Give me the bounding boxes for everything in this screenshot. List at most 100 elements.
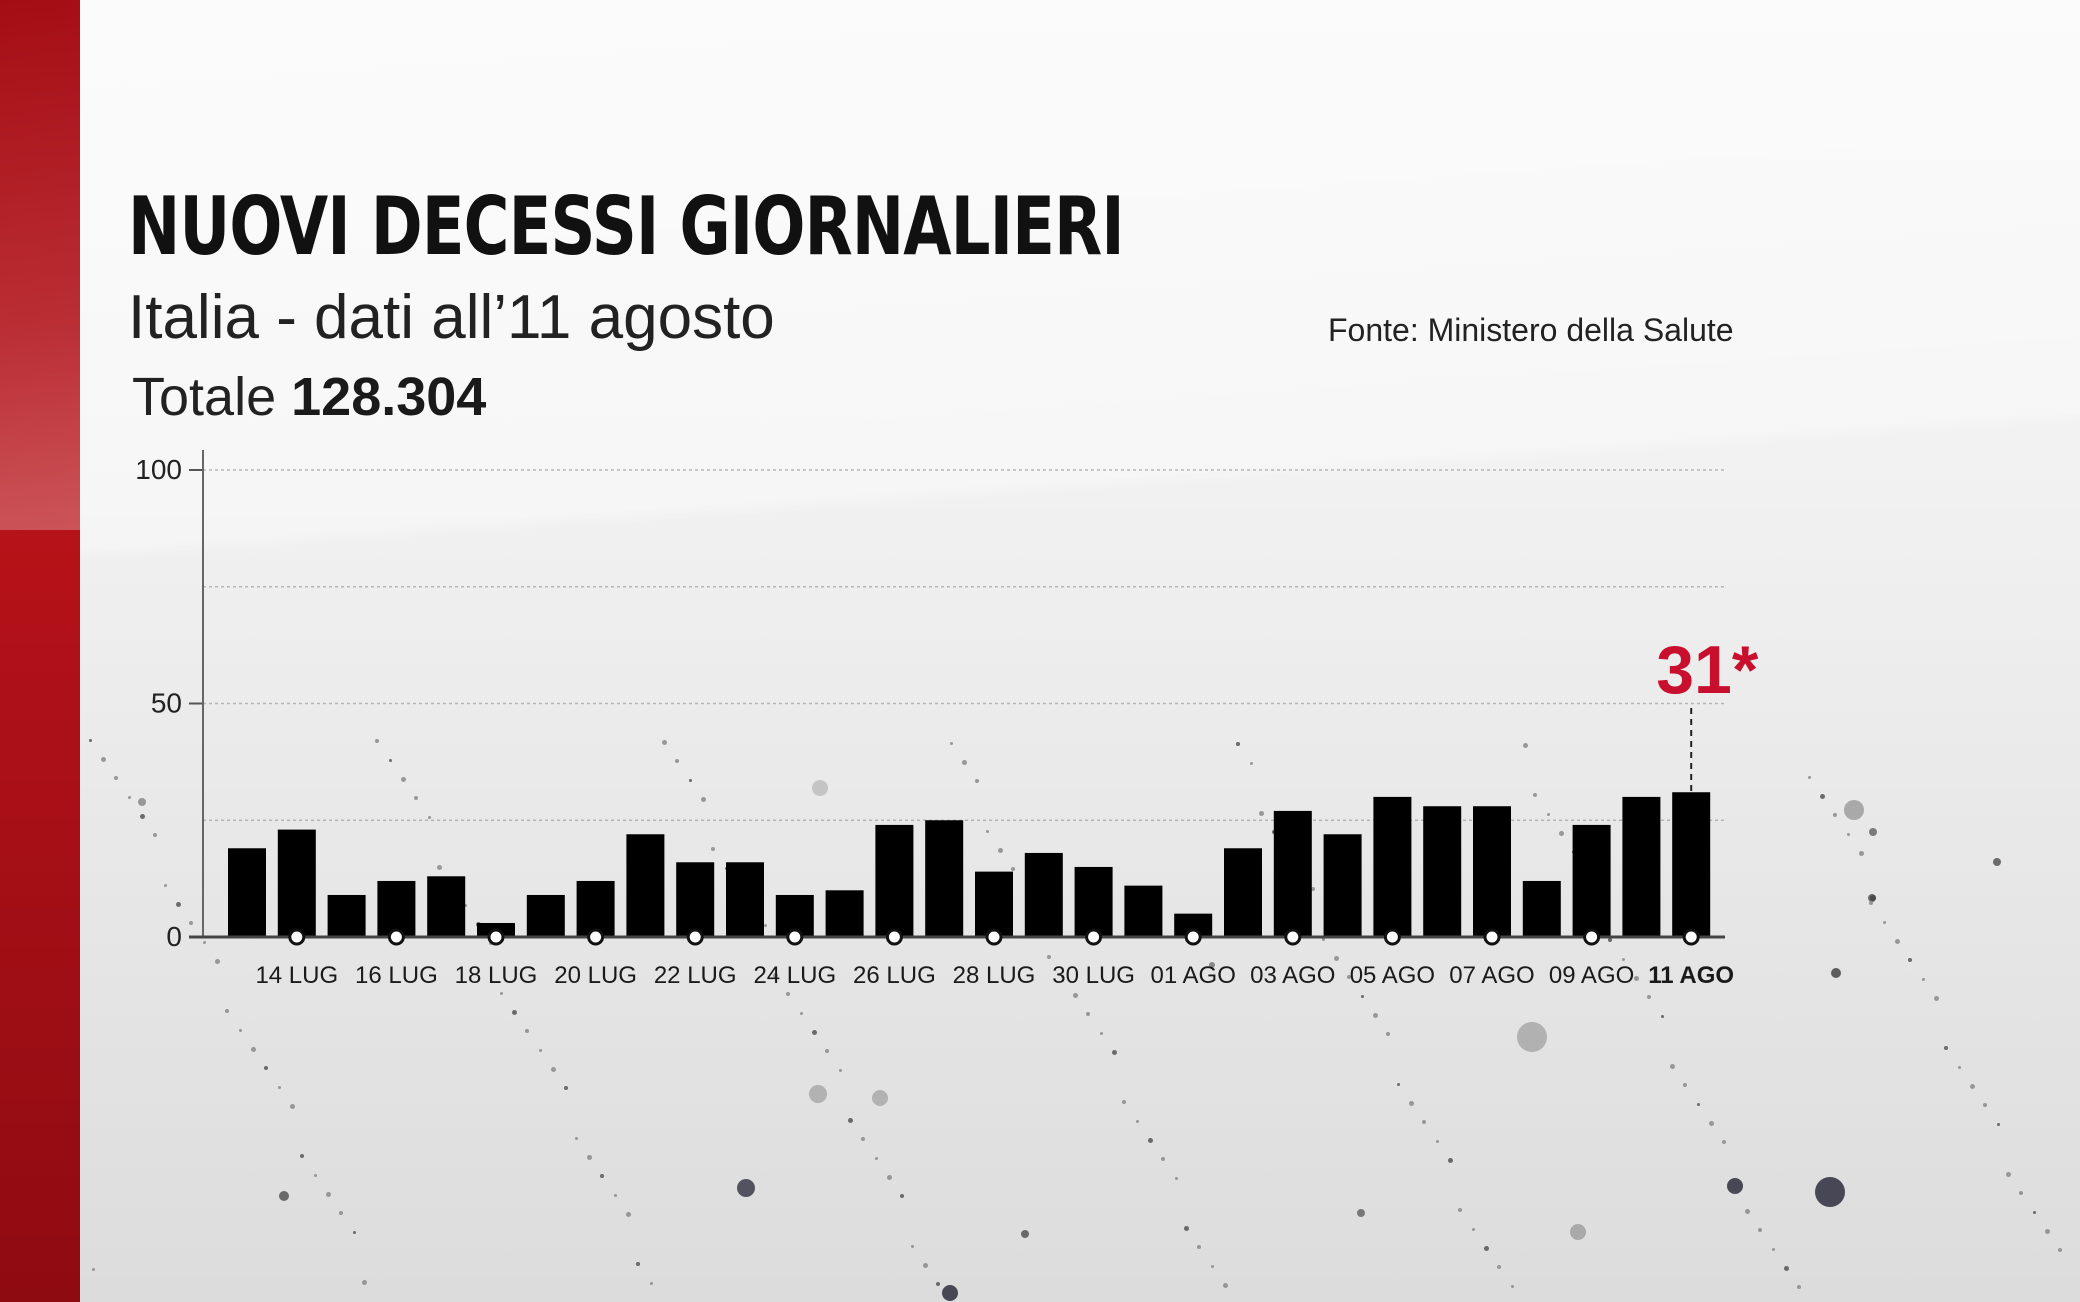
particle (325, 1191, 331, 1197)
bar (875, 824, 914, 937)
particle (1099, 1031, 1103, 1035)
bar (1074, 866, 1113, 937)
particle (1957, 1065, 1961, 1069)
particle (1258, 810, 1264, 816)
particle (661, 739, 667, 745)
particle (414, 796, 418, 800)
particle (564, 1086, 568, 1090)
particle (872, 1090, 888, 1106)
particle (277, 1085, 281, 1089)
particle (88, 738, 92, 742)
particle (163, 883, 167, 887)
particle (625, 1211, 631, 1217)
particle (1422, 1120, 1426, 1124)
particle (1386, 1032, 1390, 1036)
particle (772, 972, 778, 978)
particle (1570, 1224, 1586, 1240)
particle (189, 921, 193, 925)
x-tick-label: 07 AGO (1449, 962, 1534, 989)
particle (1183, 1225, 1189, 1231)
particle (175, 901, 181, 907)
bar (1124, 885, 1163, 937)
particle (1360, 994, 1364, 998)
particle (1722, 1140, 1726, 1144)
particle (1321, 937, 1325, 941)
particle (1135, 1119, 1139, 1123)
particle (202, 940, 206, 944)
bar (526, 894, 565, 937)
particle (1011, 867, 1015, 871)
particle (1060, 974, 1064, 978)
bar (726, 862, 764, 937)
bar (825, 890, 864, 937)
x-tick-marker (686, 928, 704, 946)
particle (279, 1191, 289, 1201)
particle (922, 1262, 928, 1268)
particle (961, 759, 967, 765)
bar (975, 871, 1013, 937)
particle (1522, 742, 1528, 748)
particle (1783, 1265, 1789, 1271)
bar (1572, 824, 1611, 937)
particle (636, 1262, 640, 1266)
particle (847, 1117, 853, 1123)
bar (576, 880, 615, 937)
bar (626, 834, 665, 937)
particle (1708, 1120, 1714, 1126)
particle (1209, 962, 1215, 968)
particle (214, 958, 220, 964)
particle (339, 1211, 343, 1215)
x-tick-marker (587, 928, 605, 946)
particle (1996, 1122, 2000, 1126)
particle (352, 1230, 356, 1234)
particle (1347, 975, 1351, 979)
particle (1458, 1208, 1462, 1212)
particle (1983, 1103, 1987, 1107)
particle (1933, 995, 1939, 1001)
particle (538, 1048, 542, 1052)
total-value: 128.304 (291, 367, 487, 427)
particle (942, 1285, 958, 1301)
particle (1744, 1208, 1750, 1214)
x-tick-label: 30 LUG (1052, 962, 1135, 989)
particle (711, 847, 715, 851)
particle (550, 1066, 556, 1072)
x-tick-label: 26 LUG (853, 962, 936, 989)
particle (1633, 975, 1639, 981)
particle (1869, 901, 1873, 905)
chart-subtitle: Italia - dati all’11 agosto (128, 283, 775, 352)
particle (1533, 793, 1537, 797)
x-tick-label: 03 AGO (1250, 962, 1335, 989)
x-tick-label: 01 AGO (1151, 962, 1236, 989)
particle (499, 991, 503, 995)
x-tick-label: 20 LUG (554, 962, 637, 989)
particle (1732, 1190, 1736, 1194)
side-accent-bar (0, 0, 80, 1302)
particle (1869, 828, 1877, 836)
particle (1210, 1264, 1214, 1268)
bar (1423, 806, 1462, 937)
particle (1333, 955, 1339, 961)
particle (737, 1179, 755, 1197)
particle (688, 778, 692, 782)
particle (289, 1103, 295, 1109)
highlight-value-label: 31* (1656, 632, 1759, 708)
particle (997, 847, 1003, 853)
particle (313, 1173, 317, 1177)
particle (812, 780, 828, 796)
particle (1197, 1245, 1201, 1249)
chart-title: NUOVI DECESSI GIORNALIERI (128, 180, 1125, 273)
x-tick-marker (487, 928, 505, 946)
particle (1122, 1100, 1126, 1104)
bar (1373, 796, 1412, 937)
particle (985, 829, 989, 833)
particle (1483, 1245, 1489, 1251)
bar (427, 876, 466, 937)
particle (1510, 1284, 1514, 1288)
particle (1819, 793, 1825, 799)
particle (1833, 813, 1837, 817)
x-tick-marker (1383, 928, 1401, 946)
particle (91, 1267, 95, 1271)
x-tick-label: 14 LUG (255, 962, 338, 989)
